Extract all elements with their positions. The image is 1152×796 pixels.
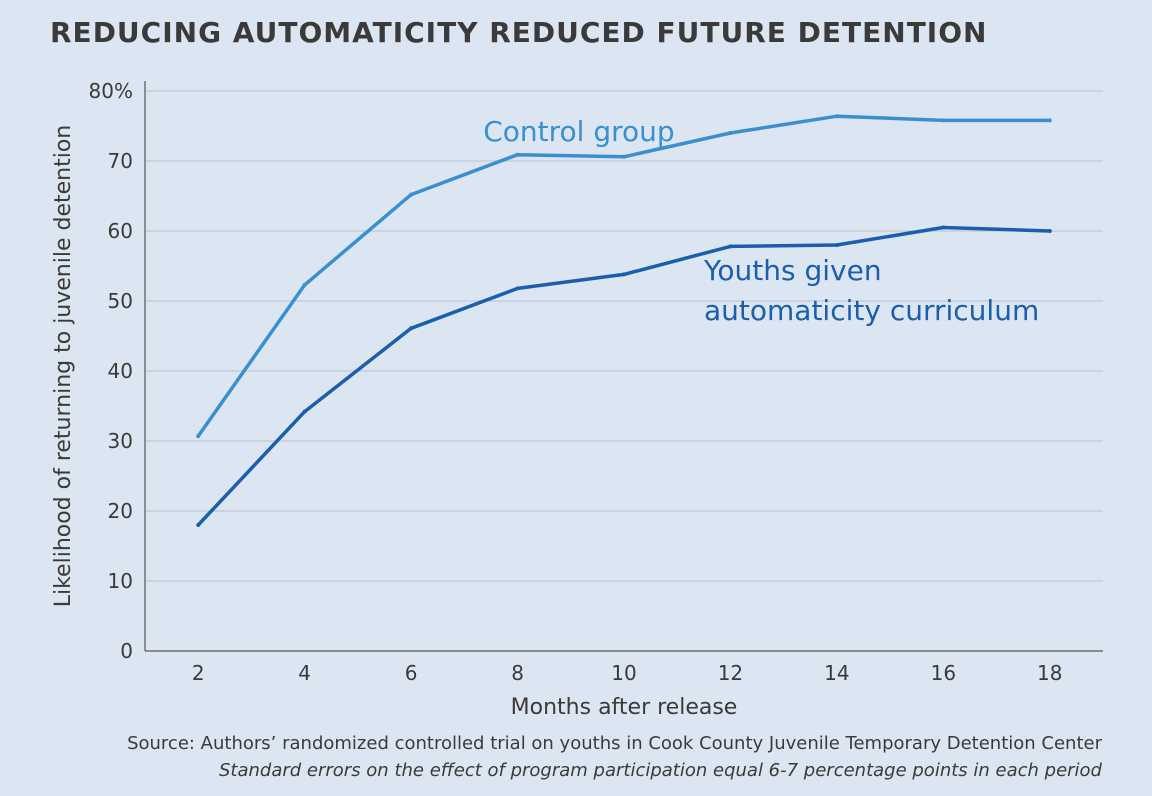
standard-error-note: Standard errors on the effect of program…: [218, 760, 1102, 781]
y-tick-label: 10: [108, 569, 133, 593]
data-point: [196, 523, 201, 527]
data-point: [941, 118, 946, 123]
labels-layer: Control group Youths given automaticity cu…: [483, 115, 1039, 327]
control-group-label: Control group: [483, 115, 674, 148]
curriculum-group-label: Youths given: [703, 254, 882, 287]
data-point: [622, 154, 626, 159]
data-point: [941, 225, 946, 230]
chart-title: REDUCING AUTOMATICITY REDUCED FUTURE DET…: [50, 16, 988, 49]
y-tick-label: 80%: [89, 79, 133, 103]
x-tick-label: 12: [718, 661, 743, 685]
data-point: [196, 434, 201, 439]
x-tick-label: 16: [931, 661, 956, 685]
data-point: [302, 282, 307, 287]
x-tick-label: 8: [511, 661, 524, 685]
x-tick-label: 2: [192, 661, 205, 685]
series-line-automaticity-curriculum: [196, 225, 1052, 527]
data-point: [1047, 229, 1052, 233]
series-layer: [196, 114, 1052, 527]
y-tick-label: 70: [108, 149, 133, 173]
x-tick-label: 6: [405, 661, 418, 685]
source-note: Source: Authors’ randomized controlled t…: [127, 733, 1102, 754]
x-axis-title: Months after release: [511, 695, 738, 720]
y-tick-label: 0: [120, 639, 133, 663]
y-axis-title: Likelihood of returning to juvenile dete…: [51, 125, 76, 608]
curriculum-group-label: automaticity curriculum: [704, 294, 1039, 327]
y-tick-label: 60: [108, 219, 133, 243]
data-point: [1047, 118, 1052, 123]
data-point: [409, 192, 414, 197]
y-tick-label: 50: [108, 289, 133, 313]
x-tick-label: 14: [824, 661, 849, 685]
x-tick-label: 10: [611, 661, 636, 685]
data-point: [302, 409, 307, 414]
data-point: [834, 114, 839, 119]
gridlines: [145, 90, 1103, 582]
data-point: [834, 243, 839, 247]
axes: 0 10 20 30 40 50 60 70 80% 2 4 6 8 10 12 14 16 18 Months a…: [51, 79, 1103, 720]
data-point: [622, 272, 626, 277]
y-tick-label: 30: [108, 429, 133, 453]
x-tick-label: 4: [298, 661, 311, 685]
data-point: [515, 152, 520, 157]
y-tick-label: 40: [108, 359, 133, 383]
data-point: [728, 131, 733, 135]
y-tick-label: 20: [108, 499, 133, 523]
data-point: [409, 326, 414, 331]
x-tick-label: 18: [1037, 661, 1062, 685]
data-point: [728, 244, 733, 249]
data-point: [515, 286, 520, 291]
